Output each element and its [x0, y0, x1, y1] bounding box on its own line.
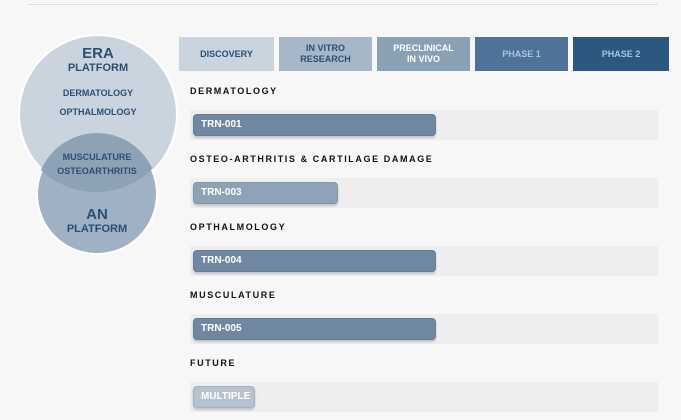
progress-bar: TRN-001	[193, 114, 436, 136]
phase-header: DISCOVERY IN VITRO RESEARCH PRECLINICAL …	[179, 37, 669, 71]
top-divider	[28, 4, 658, 5]
phase-discovery: DISCOVERY	[179, 37, 274, 71]
category-label: OPTHALMOLOGY	[190, 222, 287, 232]
row-track	[190, 382, 658, 412]
progress-bar: TRN-005	[193, 318, 436, 340]
category-label: MUSCULATURE	[190, 290, 277, 300]
category-label: FUTURE	[190, 358, 237, 368]
progress-bar: TRN-004	[193, 250, 436, 272]
era-title: ERA	[82, 45, 114, 62]
category-label: OSTEO-ARTHRITIS & CARTILAGE DAMAGE	[190, 154, 434, 164]
an-subtitle: PLATFORM	[66, 223, 128, 235]
category-label: DERMATOLOGY	[190, 86, 278, 96]
era-item-opthalmology: OPTHALMOLOGY	[59, 107, 137, 117]
progress-bar: TRN-003	[193, 182, 338, 204]
era-subtitle: PLATFORM	[67, 62, 129, 74]
progress-bar: MULTIPLE	[193, 386, 255, 408]
phase-in-vitro: IN VITRO RESEARCH	[279, 37, 372, 71]
phase-2: PHASE 2	[573, 37, 669, 71]
era-item-dermatology: DERMATOLOGY	[62, 88, 134, 98]
phase-1: PHASE 1	[475, 37, 568, 71]
overlap-item-osteoarthritis: OSTEOARTHRITIS	[57, 166, 137, 176]
phase-preclinical: PRECLINICAL IN VIVO	[377, 37, 470, 71]
overlap-item-musculature: MUSCULATURE	[62, 152, 132, 162]
an-title: AN	[86, 206, 108, 223]
